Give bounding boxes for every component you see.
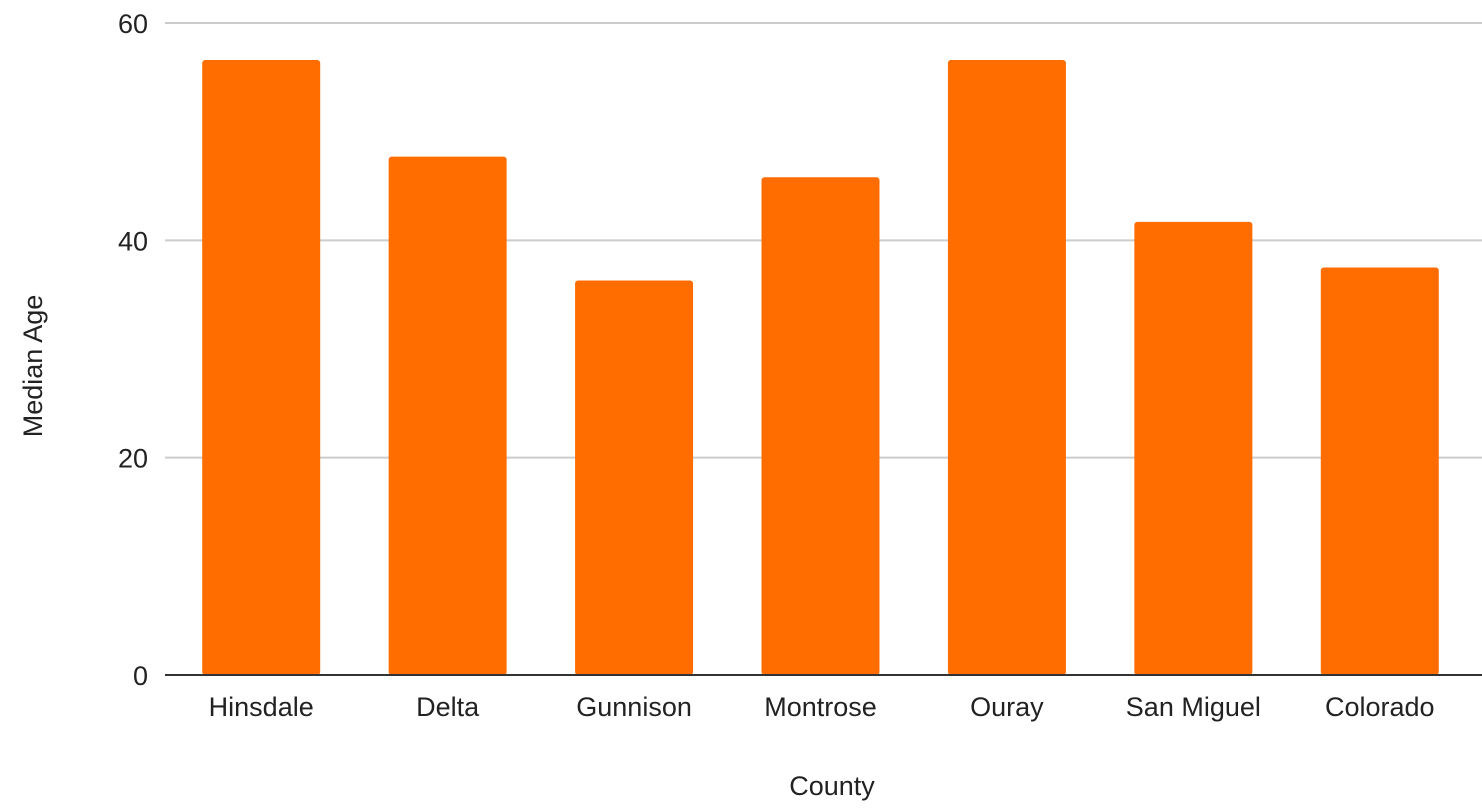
bars	[202, 59, 1439, 676]
x-tick-label: Delta	[416, 692, 480, 722]
y-tick-label: 40	[118, 226, 148, 256]
x-axis-title: County	[789, 771, 875, 801]
bar	[575, 280, 694, 675]
bar	[202, 59, 321, 676]
bar	[1134, 221, 1253, 676]
x-tick-label: Hinsdale	[209, 692, 314, 722]
bar	[947, 59, 1066, 676]
bar	[1320, 267, 1439, 675]
x-tick-label: Montrose	[764, 692, 877, 722]
x-tick-label: Ouray	[970, 692, 1044, 722]
bar	[388, 156, 507, 675]
x-axis-ticks: Hinsdale Delta Gunnison Montrose Ouray San Mi…	[209, 692, 1435, 722]
x-tick-label: Colorado	[1325, 692, 1435, 722]
y-axis-ticks: 0 20 40 60	[118, 9, 148, 691]
y-axis-title: Median Age	[18, 295, 48, 438]
x-tick-label: Gunnison	[576, 692, 692, 722]
y-tick-label: 0	[133, 661, 148, 691]
x-tick-label: San Miguel	[1126, 692, 1261, 722]
y-tick-label: 20	[118, 444, 148, 474]
y-tick-label: 60	[118, 9, 148, 39]
bar	[761, 177, 880, 675]
